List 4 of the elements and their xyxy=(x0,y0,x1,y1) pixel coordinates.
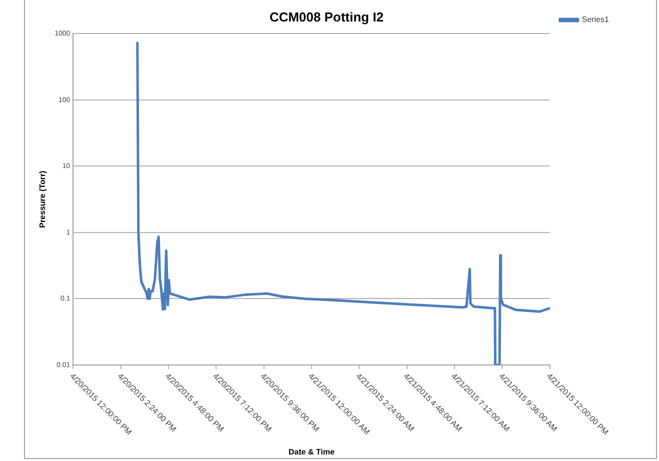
legend-label: Series1 xyxy=(582,15,610,24)
x-axis-title: Date & Time xyxy=(288,447,336,456)
y-axis-title: Pressure (Torr) xyxy=(38,170,48,228)
chart-title: CCM008 Potting I2 xyxy=(269,9,384,24)
